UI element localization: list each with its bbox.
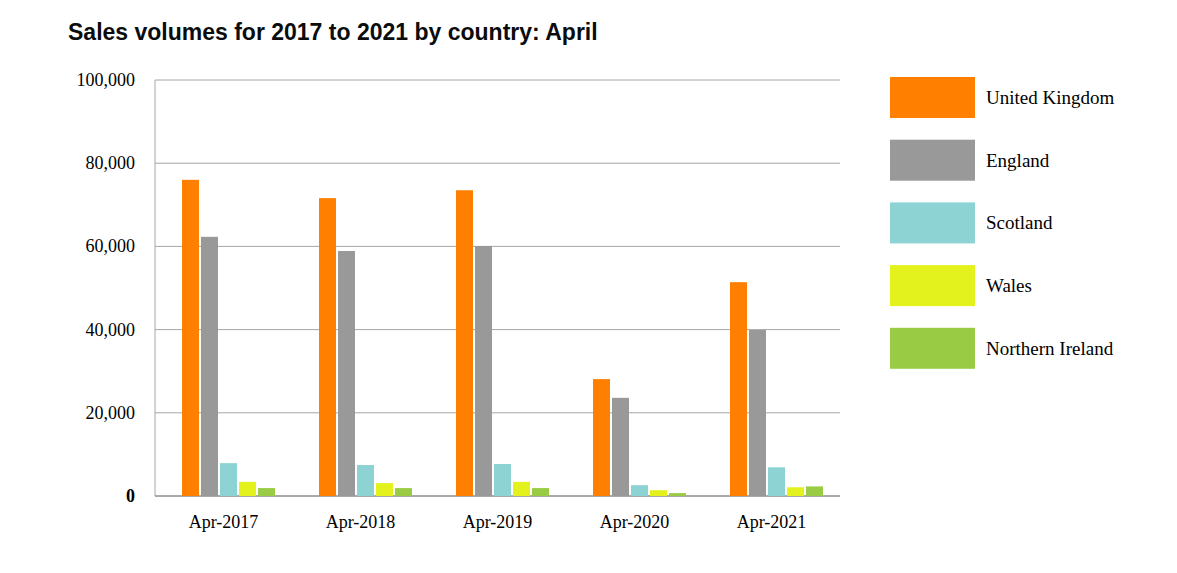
legend-label: United Kingdom (986, 87, 1114, 108)
legend-label: England (986, 150, 1050, 171)
legend-label: Scotland (986, 212, 1053, 233)
y-tick-label: 40,000 (86, 320, 136, 340)
bar (357, 465, 374, 496)
bar (593, 379, 610, 496)
chart: Sales volumes for 2017 to 2021 by countr… (0, 0, 1177, 573)
y-tick-label: 80,000 (86, 153, 136, 173)
grid-line (155, 163, 840, 164)
y-tick-label: 100,000 (77, 70, 136, 90)
grid-line (155, 246, 840, 247)
bar (494, 464, 511, 496)
bar (669, 493, 686, 496)
bar (730, 282, 747, 496)
y-axis (155, 80, 156, 496)
bar (532, 488, 549, 496)
legend-swatch (890, 202, 975, 243)
x-tick-label: Apr-2021 (737, 512, 807, 532)
bar (319, 198, 336, 496)
x-tick-label: Apr-2019 (463, 512, 533, 532)
bar (787, 487, 804, 496)
bar (239, 482, 256, 496)
bar (768, 467, 785, 496)
bar (650, 490, 667, 496)
legend-swatch (890, 140, 975, 181)
title: Sales volumes for 2017 to 2021 by countr… (68, 19, 598, 45)
bar (806, 486, 823, 496)
x-tick-label: Apr-2020 (600, 512, 670, 532)
bar (338, 251, 355, 496)
bar (220, 463, 237, 496)
y-tick-label: 0 (126, 486, 135, 506)
chart-root: Sales volumes for 2017 to 2021 by countr… (0, 0, 1177, 573)
bar (182, 180, 199, 496)
grid-line (155, 80, 840, 81)
bar (376, 483, 393, 496)
legend-swatch (890, 265, 975, 306)
x-tick-label: Apr-2018 (326, 512, 396, 532)
y-tick-label: 20,000 (86, 403, 136, 423)
legend-label: Wales (986, 275, 1032, 296)
legend-swatch (890, 328, 975, 369)
bar (395, 488, 412, 496)
bar (749, 330, 766, 496)
y-tick-label: 60,000 (86, 236, 136, 256)
legend-label: Northern Ireland (986, 338, 1114, 359)
bar (631, 485, 648, 496)
bar (456, 190, 473, 496)
bar (258, 488, 275, 496)
bar (612, 398, 629, 496)
bars (182, 180, 823, 496)
bar (201, 237, 218, 496)
legend-swatch (890, 77, 975, 118)
x-tick-label: Apr-2017 (189, 512, 259, 532)
bar (475, 246, 492, 496)
bar (513, 482, 530, 496)
